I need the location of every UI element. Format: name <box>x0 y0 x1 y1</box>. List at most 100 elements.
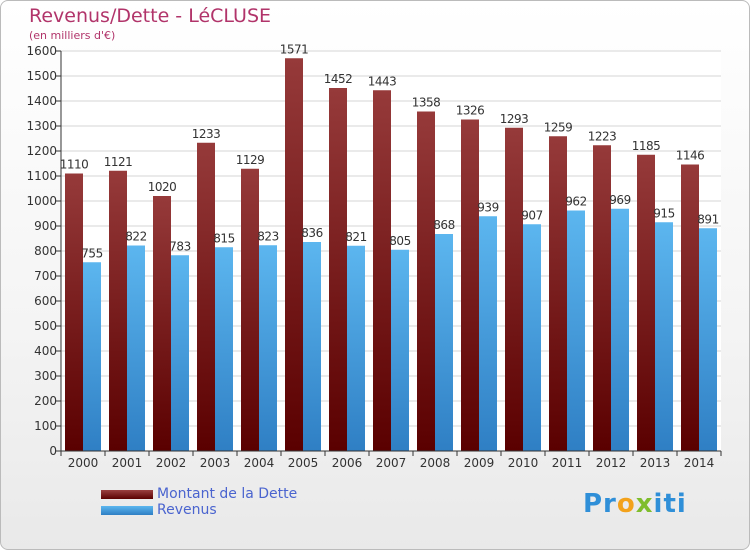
data-label-revenus: 836 <box>301 226 322 240</box>
y-tick-label: 900 <box>34 219 57 233</box>
y-tick-label: 400 <box>34 344 57 358</box>
bar-debt <box>197 142 215 451</box>
bar-debt <box>681 164 699 451</box>
y-tick-label: 1000 <box>26 194 57 208</box>
data-label-debt: 1233 <box>192 127 221 141</box>
bar-revenus <box>479 216 497 451</box>
x-tick-label: 2000 <box>68 456 99 470</box>
y-tick-label: 200 <box>34 394 57 408</box>
data-label-revenus: 822 <box>125 230 146 244</box>
data-label-revenus: 907 <box>521 208 542 222</box>
x-tick-label: 2002 <box>156 456 187 470</box>
data-label-revenus: 868 <box>433 218 454 232</box>
bar-debt <box>329 88 347 451</box>
x-tick-label: 2001 <box>112 456 143 470</box>
bar-debt <box>109 170 127 451</box>
bar-revenus <box>347 245 365 451</box>
data-label-debt: 1185 <box>632 139 661 153</box>
data-label-revenus: 821 <box>345 230 366 244</box>
y-tick-label: 1200 <box>26 144 57 158</box>
x-tick-label: 2014 <box>684 456 715 470</box>
chart-title: Revenus/Dette - LéCLUSE <box>29 5 272 27</box>
bar-debt <box>417 111 435 451</box>
bar-revenus <box>83 262 101 451</box>
bar-debt <box>505 127 523 451</box>
x-tick-label: 2011 <box>552 456 583 470</box>
data-label-revenus: 939 <box>477 200 498 214</box>
bar-debt <box>637 154 655 451</box>
data-label-debt: 1571 <box>280 42 309 56</box>
bar-revenus <box>699 228 717 451</box>
x-tick-label: 2009 <box>464 456 495 470</box>
bar-debt <box>593 145 611 451</box>
data-label-debt: 1223 <box>588 129 617 143</box>
data-label-debt: 1293 <box>500 112 529 126</box>
data-label-revenus: 891 <box>697 212 718 226</box>
y-tick-label: 800 <box>34 244 57 258</box>
data-label-revenus: 915 <box>653 206 674 220</box>
bar-revenus <box>171 255 189 451</box>
data-label-debt: 1259 <box>544 120 573 134</box>
x-tick-label: 2004 <box>244 456 275 470</box>
data-label-revenus: 962 <box>565 195 586 209</box>
y-tick-label: 1600 <box>26 44 57 58</box>
bar-revenus <box>611 208 629 451</box>
bar-revenus <box>567 210 585 451</box>
data-label-debt: 1110 <box>60 158 89 172</box>
bar-revenus <box>303 242 321 451</box>
bar-debt <box>373 90 391 451</box>
y-tick-label: 300 <box>34 369 57 383</box>
data-label-revenus: 805 <box>389 234 410 248</box>
data-label-revenus: 815 <box>213 231 234 245</box>
x-tick-label: 2008 <box>420 456 451 470</box>
y-tick-label: 1400 <box>26 94 57 108</box>
bar-debt <box>65 173 83 451</box>
data-label-debt: 1443 <box>368 74 397 88</box>
data-label-debt: 1358 <box>412 96 441 110</box>
y-tick-label: 600 <box>34 294 57 308</box>
bar-revenus <box>391 249 409 451</box>
data-label-debt: 1326 <box>456 104 485 118</box>
legend-label-debt: Montant de la Dette <box>157 486 298 502</box>
data-label-debt: 1452 <box>324 72 353 86</box>
bar-revenus <box>259 245 277 451</box>
x-tick-label: 2003 <box>200 456 231 470</box>
bar-revenus <box>435 234 453 451</box>
bar-debt <box>285 58 303 451</box>
data-label-debt: 1121 <box>104 155 133 169</box>
x-tick-label: 2013 <box>640 456 671 470</box>
proxiti-logo: Proxiti <box>583 489 687 519</box>
data-label-debt: 1146 <box>676 149 705 163</box>
legend-swatch-revenus <box>101 506 153 515</box>
y-tick-label: 100 <box>34 419 57 433</box>
bar-revenus <box>127 245 145 451</box>
x-tick-label: 2010 <box>508 456 539 470</box>
bar-debt <box>461 119 479 451</box>
legend-swatch-debt <box>101 490 153 499</box>
data-label-debt: 1129 <box>236 153 265 167</box>
bar-revenus <box>523 224 541 451</box>
x-tick-label: 2006 <box>332 456 363 470</box>
data-label-revenus: 783 <box>169 239 190 253</box>
data-label-revenus: 969 <box>609 193 630 207</box>
bar-debt <box>241 168 259 451</box>
bar-debt <box>549 136 567 451</box>
data-label-revenus: 823 <box>257 229 278 243</box>
y-tick-label: 1300 <box>26 119 57 133</box>
y-tick-label: 1500 <box>26 69 57 83</box>
y-tick-label: 700 <box>34 269 57 283</box>
bar-revenus <box>655 222 673 451</box>
chart-subtitle: (en milliers d'€) <box>29 29 116 42</box>
y-tick-label: 0 <box>49 444 57 458</box>
legend-label-revenus: Revenus <box>157 502 217 518</box>
x-tick-label: 2012 <box>596 456 627 470</box>
x-tick-label: 2005 <box>288 456 319 470</box>
data-label-revenus: 755 <box>81 246 102 260</box>
data-label-debt: 1020 <box>148 180 177 194</box>
y-tick-label: 1100 <box>26 169 57 183</box>
y-tick-label: 500 <box>34 319 57 333</box>
x-tick-label: 2007 <box>376 456 407 470</box>
bar-debt <box>153 196 171 451</box>
